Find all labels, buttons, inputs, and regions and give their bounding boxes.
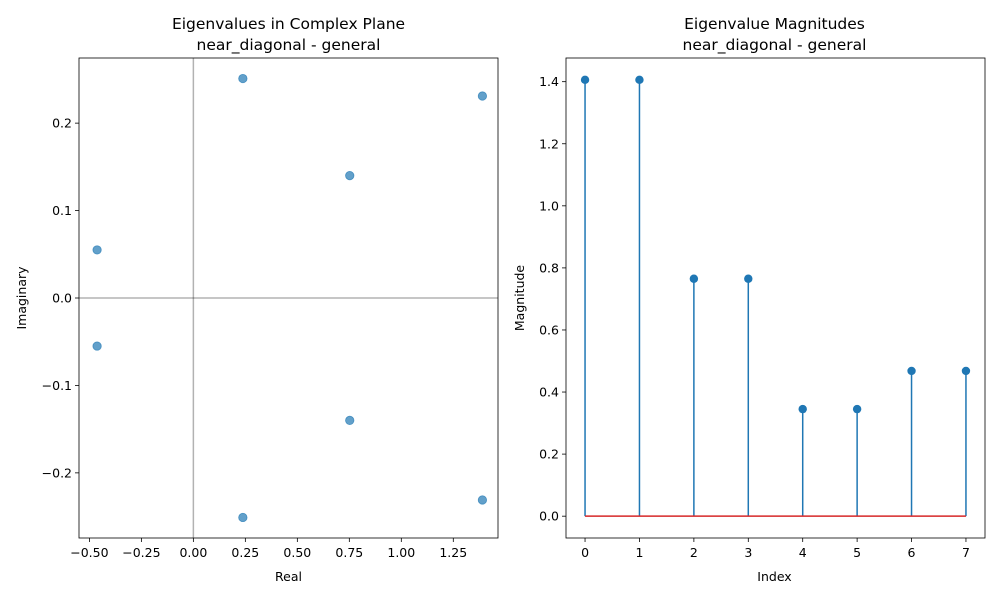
stem-y-tick-label: 0.2 xyxy=(539,447,559,462)
stem-x-tick-label: 2 xyxy=(690,545,698,560)
scatter-x-tick-label: −0.50 xyxy=(70,545,108,560)
scatter-x-tick-label: 1.25 xyxy=(439,545,467,560)
stem-y-tick-label: 0.8 xyxy=(539,260,559,275)
complex-plane-panel: Eigenvalues in Complex Plane near_diagon… xyxy=(14,15,499,584)
stem-x-tick-label: 4 xyxy=(799,545,807,560)
scatter-y-tick-label: −0.1 xyxy=(42,378,72,393)
stem-marker xyxy=(635,75,644,85)
scatter-y-tick-label: 0.1 xyxy=(52,203,72,218)
stem-y-tick-label: 0.4 xyxy=(539,385,559,400)
scatter-x-tick-label: 1.00 xyxy=(387,545,415,560)
stem-x-tick-label: 0 xyxy=(581,545,589,560)
scatter-y-ticks: −0.2 −0.1 0.0 0.1 0.2 xyxy=(42,116,79,480)
stem-y-tick-label: 1.0 xyxy=(539,198,559,213)
scatter-x-tick-label: 0.00 xyxy=(179,545,207,560)
eigenvalue-point xyxy=(238,73,248,84)
stem-marker xyxy=(907,366,916,376)
scatter-y-tick-label: −0.2 xyxy=(42,465,72,480)
stem-x-tick-label: 3 xyxy=(744,545,752,560)
stem-marker xyxy=(852,404,862,414)
stem-axes-frame xyxy=(565,57,986,539)
scatter-y-tick-label: 0.0 xyxy=(52,291,72,306)
eigenvalue-point xyxy=(345,170,355,181)
scatter-y-axis-label: Imaginary xyxy=(14,266,29,330)
scatter-x-tick-label: 0.75 xyxy=(335,545,363,560)
stem-x-tick-label: 1 xyxy=(635,545,643,560)
stem-x-tick-label: 6 xyxy=(908,545,916,560)
stem-x-tick-label: 5 xyxy=(853,545,861,560)
stem-marker xyxy=(798,404,807,414)
eigenvalue-point xyxy=(92,341,102,351)
stem-y-ticks: 0.0 0.2 0.4 0.6 0.8 1.0 1.2 1.4 xyxy=(539,74,566,524)
scatter-x-ticks: −0.50 −0.25 0.00 0.25 0.50 0.75 1.00 1.25 xyxy=(70,538,467,560)
stem-title: Eigenvalue Magnitudes xyxy=(684,15,865,33)
scatter-subtitle: near_diagonal - general xyxy=(197,36,381,55)
eigenvalue-point xyxy=(477,91,488,101)
stem-marker xyxy=(961,366,971,376)
stem-y-tick-label: 0.0 xyxy=(539,509,559,524)
stem-y-tick-label: 1.4 xyxy=(539,74,559,89)
scatter-x-tick-label: 0.50 xyxy=(283,545,311,560)
stem-marks xyxy=(580,75,971,517)
scatter-points xyxy=(92,73,488,523)
stem-x-axis-label: Index xyxy=(757,569,791,584)
stem-marker xyxy=(689,274,699,283)
eigenvalue-point xyxy=(238,512,248,523)
scatter-x-tick-label: 0.25 xyxy=(231,545,259,560)
eigenvalue-point xyxy=(477,495,488,505)
stem-x-ticks: 0 1 2 3 4 5 6 7 xyxy=(581,538,970,560)
reference-lines xyxy=(79,58,498,538)
scatter-y-tick-label: 0.2 xyxy=(52,116,72,131)
magnitude-panel: Eigenvalue Magnitudes near_diagonal - ge… xyxy=(512,15,986,584)
eigenvalue-point xyxy=(345,415,355,426)
stem-y-axis-label: Magnitude xyxy=(512,265,527,332)
stem-y-tick-label: 1.2 xyxy=(539,136,559,151)
stem-y-tick-label: 0.6 xyxy=(539,322,559,337)
stem-marker xyxy=(580,75,590,85)
stem-x-tick-label: 7 xyxy=(962,545,970,560)
stem-subtitle: near_diagonal - general xyxy=(683,36,867,55)
scatter-title: Eigenvalues in Complex Plane xyxy=(172,15,405,33)
scatter-x-axis-label: Real xyxy=(275,569,302,584)
eigenvalue-point xyxy=(92,245,102,255)
scatter-x-tick-label: −0.25 xyxy=(122,545,160,560)
stem-marker xyxy=(744,274,753,283)
